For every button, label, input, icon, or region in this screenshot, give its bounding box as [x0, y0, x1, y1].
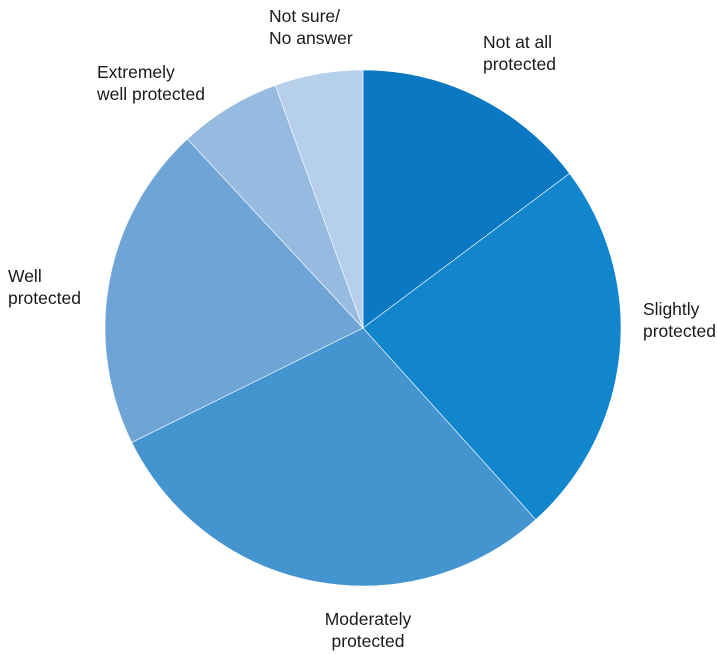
pie-slice-label-line: protected [483, 54, 556, 74]
pie-slice-label-line: protected [8, 288, 81, 308]
pie-slice-4 [104, 138, 364, 443]
pie-slice-label-line: protected [332, 631, 405, 651]
pie-slice-label-line: Not sure/ [269, 6, 340, 26]
pie-slice-label-line: well protected [96, 84, 205, 104]
pie-slice-label-line: Moderately [325, 609, 412, 629]
pie-slice-label-line: Well [8, 266, 42, 286]
pie-slice-label-5: Extremely well protected [96, 62, 205, 104]
pie-slice-6 [274, 69, 364, 329]
pie-slice-label-4: Well protected [8, 266, 81, 308]
pie-slice-label-2: Slightly protected [643, 299, 716, 341]
pie-slice-label-line: No answer [269, 28, 353, 48]
pie-slices [104, 69, 622, 587]
pie-slice-2 [362, 173, 622, 521]
pie-slice-label-6: Not sure/No answer [269, 6, 353, 48]
pie-slice-label-1: Not at all protected [483, 32, 556, 74]
pie-slice-label-line: Slightly [643, 299, 700, 319]
pie-slice-label-line: protected [643, 321, 716, 341]
pie-slice-1 [362, 69, 571, 329]
pie-slice-label-line: Not at all [483, 32, 552, 52]
pie-slice-label-3: Moderately protected [325, 609, 412, 651]
pie-slice-label-line: Extremely [97, 62, 175, 82]
